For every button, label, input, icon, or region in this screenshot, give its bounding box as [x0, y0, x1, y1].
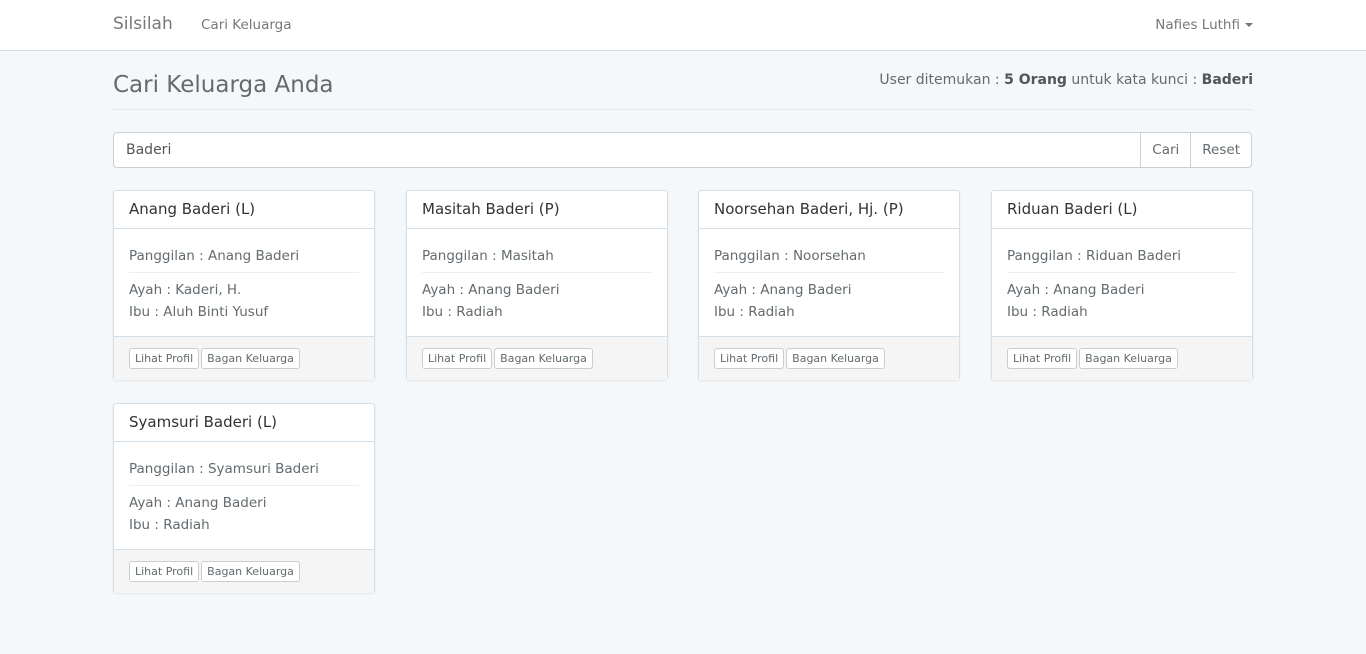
family-tree-button[interactable]: Bagan Keluarga [201, 348, 300, 369]
card-footer: Lihat Profil Bagan Keluarga [699, 336, 959, 380]
search-input[interactable] [113, 132, 1142, 168]
person-card: Masitah Baderi (P) Panggilan : Masitah A… [406, 190, 668, 380]
card-footer: Lihat Profil Bagan Keluarga [407, 336, 667, 380]
result-keyword: Baderi [1201, 72, 1253, 88]
mother: Ibu : Radiah [422, 304, 503, 320]
search-button[interactable]: Cari [1140, 132, 1192, 168]
view-profile-button[interactable]: Lihat Profil [129, 561, 200, 582]
person-name: Anang Baderi (L) [114, 191, 374, 229]
father: Ayah : Anang Baderi [422, 282, 560, 298]
person-name: Masitah Baderi (P) [407, 191, 667, 229]
card-footer: Lihat Profil Bagan Keluarga [992, 336, 1252, 380]
search-form: Cari Reset [113, 132, 1252, 168]
nickname: Panggilan : Masitah [422, 245, 652, 273]
mother: Ibu : Radiah [714, 304, 795, 320]
nickname: Panggilan : Anang Baderi [129, 245, 359, 273]
card-body: Panggilan : Anang Baderi Ayah : Kaderi, … [114, 229, 374, 336]
father: Ayah : Anang Baderi [1007, 282, 1145, 298]
card-body: Panggilan : Riduan Baderi Ayah : Anang B… [992, 229, 1252, 336]
view-profile-button[interactable]: Lihat Profil [1007, 348, 1078, 369]
person-name: Noorsehan Baderi, Hj. (P) [699, 191, 959, 229]
nickname: Panggilan : Riduan Baderi [1007, 245, 1237, 273]
mother: Ibu : Radiah [1007, 304, 1088, 320]
mother: Ibu : Aluh Binti Yusuf [129, 304, 269, 320]
nav-cari-keluarga[interactable]: Cari Keluarga [201, 17, 292, 33]
person-card: Noorsehan Baderi, Hj. (P) Panggilan : No… [698, 190, 960, 380]
brand-link[interactable]: Silsilah [113, 14, 173, 34]
summary-prefix: User ditemukan : [879, 72, 1005, 88]
nickname: Panggilan : Noorsehan [714, 245, 944, 273]
caret-down-icon [1245, 23, 1253, 27]
card-footer: Lihat Profil Bagan Keluarga [114, 336, 374, 380]
person-name: Riduan Baderi (L) [992, 191, 1252, 229]
family-tree-button[interactable]: Bagan Keluarga [1079, 348, 1178, 369]
user-menu[interactable]: Nafies Luthfi [1155, 17, 1253, 33]
result-count: 5 Orang [1004, 72, 1067, 88]
user-name: Nafies Luthfi [1155, 17, 1240, 33]
father: Ayah : Anang Baderi [714, 282, 852, 298]
nickname: Panggilan : Syamsuri Baderi [129, 458, 359, 486]
card-body: Panggilan : Noorsehan Ayah : Anang Bader… [699, 229, 959, 336]
father: Ayah : Kaderi, H. [129, 282, 242, 298]
view-profile-button[interactable]: Lihat Profil [422, 348, 493, 369]
mother: Ibu : Radiah [129, 517, 210, 533]
card-body: Panggilan : Syamsuri Baderi Ayah : Anang… [114, 442, 374, 549]
page-header: Cari Keluarga Anda User ditemukan : 5 Or… [113, 70, 1253, 110]
navbar: Silsilah Cari Keluarga Nafies Luthfi [0, 0, 1366, 51]
father: Ayah : Anang Baderi [129, 495, 267, 511]
card-footer: Lihat Profil Bagan Keluarga [114, 549, 374, 593]
family-tree-button[interactable]: Bagan Keluarga [786, 348, 885, 369]
family-tree-button[interactable]: Bagan Keluarga [494, 348, 593, 369]
person-card: Anang Baderi (L) Panggilan : Anang Bader… [113, 190, 375, 380]
family-tree-button[interactable]: Bagan Keluarga [201, 561, 300, 582]
reset-button[interactable]: Reset [1190, 132, 1252, 168]
card-body: Panggilan : Masitah Ayah : Anang Baderi … [407, 229, 667, 336]
page-title: Cari Keluarga Anda [113, 72, 334, 98]
person-name: Syamsuri Baderi (L) [114, 404, 374, 442]
result-summary: User ditemukan : 5 Orang untuk kata kunc… [879, 72, 1253, 88]
summary-mid: untuk kata kunci : [1066, 72, 1202, 88]
person-card: Riduan Baderi (L) Panggilan : Riduan Bad… [991, 190, 1253, 380]
view-profile-button[interactable]: Lihat Profil [129, 348, 200, 369]
view-profile-button[interactable]: Lihat Profil [714, 348, 785, 369]
person-card: Syamsuri Baderi (L) Panggilan : Syamsuri… [113, 403, 375, 593]
